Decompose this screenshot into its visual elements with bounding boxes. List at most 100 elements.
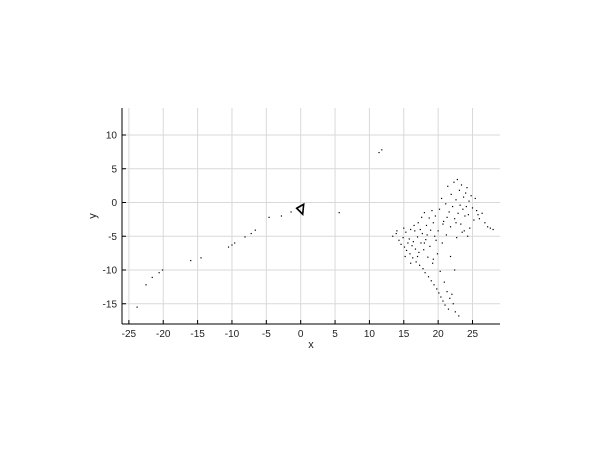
x-tick-label: 15 xyxy=(398,329,410,340)
data-point xyxy=(484,222,486,224)
camera-marker xyxy=(295,202,305,217)
data-point xyxy=(434,215,436,217)
data-point xyxy=(455,222,457,224)
data-point xyxy=(462,208,464,210)
data-point xyxy=(429,229,432,231)
data-point xyxy=(458,315,460,317)
data-point xyxy=(464,215,466,217)
data-point xyxy=(412,241,415,243)
data-point xyxy=(158,272,160,274)
data-point xyxy=(476,210,478,212)
data-point xyxy=(431,210,433,212)
data-point xyxy=(436,253,439,255)
data-point xyxy=(448,211,450,213)
data-point xyxy=(454,311,456,313)
data-point xyxy=(449,226,452,228)
data-point xyxy=(481,212,483,214)
data-point xyxy=(445,203,447,205)
data-point xyxy=(442,223,444,225)
data-point xyxy=(338,212,340,214)
data-point xyxy=(421,232,423,235)
data-point xyxy=(439,270,441,272)
data-point xyxy=(454,218,456,220)
data-point xyxy=(413,224,415,227)
data-point xyxy=(466,187,468,189)
data-point xyxy=(463,230,465,232)
data-point xyxy=(400,243,402,245)
data-point xyxy=(487,226,489,228)
data-point xyxy=(414,248,417,250)
y-tick-label: -10 xyxy=(103,266,118,277)
x-tick-label: -10 xyxy=(225,329,240,340)
data-point xyxy=(467,214,469,216)
data-point xyxy=(234,242,236,244)
data-point xyxy=(395,232,397,235)
data-point xyxy=(231,244,233,246)
data-point xyxy=(460,223,462,225)
data-point xyxy=(455,199,457,201)
data-point xyxy=(456,237,458,239)
data-point xyxy=(437,230,439,232)
data-point xyxy=(423,249,425,251)
data-point xyxy=(290,211,292,213)
data-point xyxy=(432,258,434,260)
data-point xyxy=(414,230,416,232)
data-point xyxy=(427,256,429,258)
data-point xyxy=(419,228,421,231)
data-point xyxy=(474,197,476,200)
data-point xyxy=(449,255,452,258)
data-point xyxy=(418,251,420,254)
camera-triangle xyxy=(295,202,305,217)
data-point xyxy=(417,222,419,224)
data-point xyxy=(489,227,491,229)
y-tick-label: -15 xyxy=(103,299,118,310)
y-tick-label: 10 xyxy=(106,131,118,142)
data-point xyxy=(412,257,414,259)
data-point xyxy=(403,246,406,248)
data-point xyxy=(408,238,410,240)
data-point xyxy=(440,296,442,298)
data-point xyxy=(446,216,448,218)
data-point xyxy=(492,228,494,231)
x-tick-label: 5 xyxy=(332,329,338,340)
data-point xyxy=(378,151,380,154)
data-point xyxy=(449,297,451,299)
data-point xyxy=(427,276,430,278)
data-point xyxy=(460,184,463,186)
data-point xyxy=(459,204,461,206)
data-point xyxy=(435,239,437,241)
x-tick-label: 20 xyxy=(433,329,445,340)
data-point xyxy=(407,242,409,244)
data-point xyxy=(429,245,431,247)
data-point xyxy=(433,284,435,286)
data-point xyxy=(244,236,246,238)
data-point xyxy=(428,217,430,219)
data-point xyxy=(136,306,138,308)
tick-labels: -25 -20 -15 -10 -5 0 5 10 15 20 25 -15 -10 -5 0 5 10 xyxy=(103,131,479,341)
data-point xyxy=(403,227,405,229)
data-point xyxy=(456,178,458,181)
data-point xyxy=(440,197,443,200)
data-point xyxy=(405,231,407,233)
data-point xyxy=(227,246,230,248)
data-point xyxy=(430,280,432,282)
data-point xyxy=(447,185,449,187)
data-point xyxy=(450,193,452,195)
data-point xyxy=(268,216,270,218)
data-point xyxy=(438,208,441,210)
x-tick-label: -15 xyxy=(190,329,205,340)
data-point xyxy=(451,293,453,295)
data-point xyxy=(443,220,445,222)
data-point xyxy=(436,288,438,290)
data-point xyxy=(468,200,470,202)
data-point xyxy=(420,242,422,244)
data-point xyxy=(471,207,474,209)
data-point xyxy=(411,245,413,247)
data-point xyxy=(452,303,454,305)
data-point xyxy=(410,262,412,264)
x-tick-label: -5 xyxy=(262,329,271,340)
data-point xyxy=(425,224,428,227)
data-point xyxy=(280,215,283,217)
data-point xyxy=(424,272,426,274)
